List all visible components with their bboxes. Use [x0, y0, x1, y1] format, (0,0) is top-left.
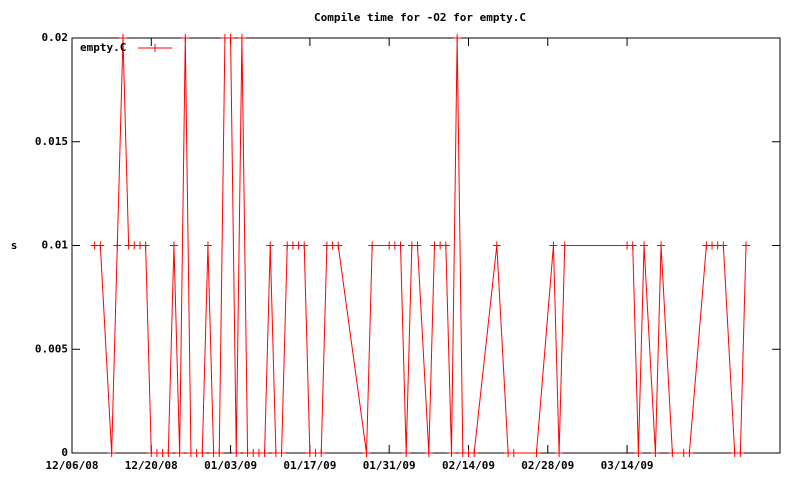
point-marker	[685, 449, 694, 457]
point-marker	[413, 241, 422, 250]
point-marker	[175, 449, 184, 457]
point-marker	[441, 241, 450, 250]
y-tick-label: 0.01	[42, 239, 69, 252]
point-marker	[362, 449, 371, 457]
point-marker	[169, 241, 178, 250]
x-tick-label: 02/14/09	[442, 459, 495, 472]
x-tick-label: 01/31/09	[363, 459, 416, 472]
point-marker	[634, 449, 643, 457]
point-marker	[736, 449, 745, 457]
y-tick-label: 0.005	[35, 342, 68, 355]
y-tick-label: 0.02	[42, 31, 69, 44]
y-tick-label: 0	[61, 446, 68, 459]
point-marker	[226, 34, 235, 42]
point-marker	[532, 449, 541, 457]
point-marker	[657, 241, 666, 250]
point-marker	[203, 241, 212, 250]
x-tick-label: 03/14/09	[601, 459, 654, 472]
point-marker	[96, 241, 105, 250]
point-marker	[396, 241, 405, 250]
point-marker	[668, 449, 677, 457]
point-marker	[509, 449, 518, 457]
point-marker	[560, 241, 569, 250]
chart-title: Compile time for -O2 for empty.C	[314, 11, 526, 24]
point-marker	[113, 241, 122, 250]
point-marker	[447, 449, 456, 457]
point-marker	[164, 449, 173, 457]
point-marker	[402, 449, 411, 457]
point-marker	[300, 241, 309, 250]
point-marker	[198, 449, 207, 457]
point-marker	[742, 241, 751, 250]
point-marker	[107, 449, 116, 457]
point-marker	[628, 241, 637, 250]
x-tick-label: 02/28/09	[521, 459, 574, 472]
point-marker	[453, 34, 462, 42]
point-marker	[215, 449, 224, 457]
point-marker	[277, 449, 286, 457]
point-marker	[424, 449, 433, 457]
point-marker	[260, 449, 269, 457]
x-tick-label: 01/03/09	[204, 459, 257, 472]
legend-swatch	[138, 44, 172, 52]
legend-label: empty.C	[80, 41, 126, 54]
point-marker	[317, 449, 326, 457]
point-marker	[719, 241, 728, 250]
point-marker	[492, 241, 501, 250]
point-marker	[470, 449, 479, 457]
point-marker	[549, 241, 558, 250]
x-tick-label: 01/17/09	[283, 459, 336, 472]
point-marker	[141, 241, 150, 250]
x-tick-label: 12/20/08	[125, 459, 178, 472]
point-marker	[232, 449, 241, 457]
point-marker	[640, 241, 649, 250]
point-marker	[266, 241, 275, 250]
point-marker	[118, 34, 127, 42]
point-marker	[181, 34, 190, 42]
point-marker	[237, 34, 246, 42]
point-marker	[368, 241, 377, 250]
y-tick-label: 0.015	[35, 135, 68, 148]
point-marker	[651, 449, 660, 457]
point-marker	[334, 241, 343, 250]
x-tick-label: 12/06/08	[46, 459, 99, 472]
point-marker	[555, 449, 564, 457]
y-axis-label: s	[11, 239, 18, 252]
